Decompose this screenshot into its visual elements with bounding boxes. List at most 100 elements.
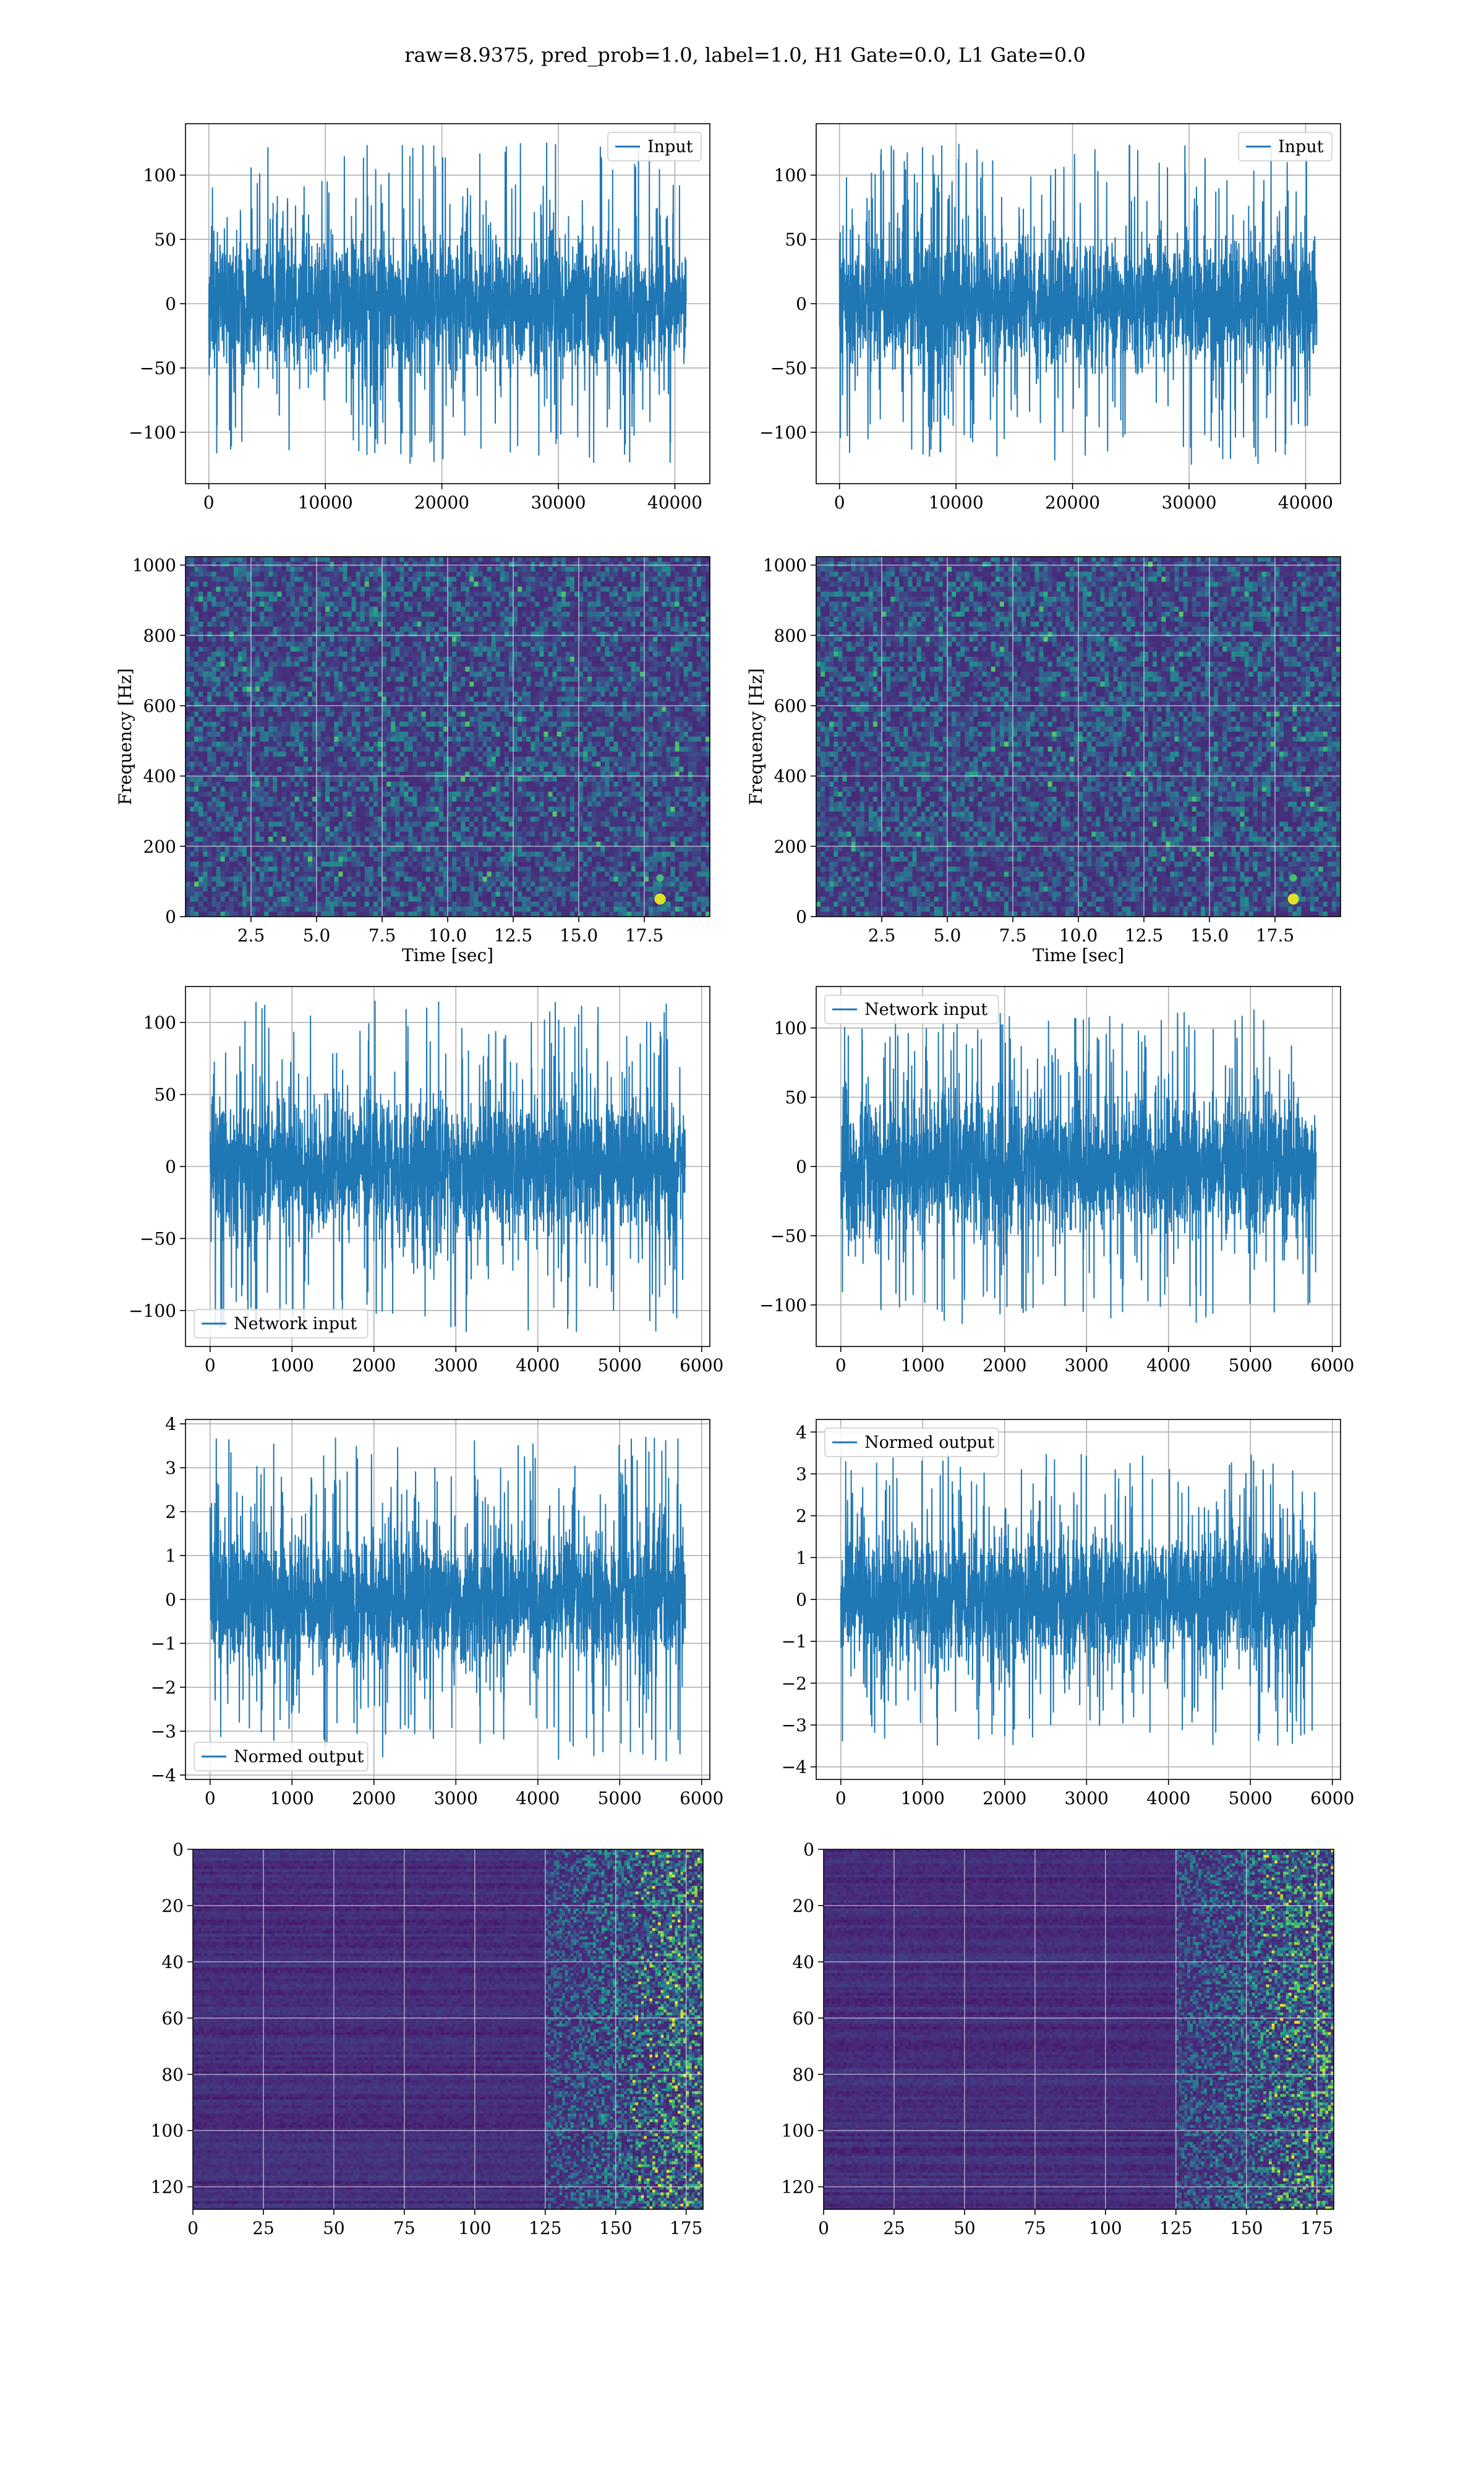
heatmap-cell — [570, 592, 575, 597]
heatmap-cell — [553, 662, 558, 667]
heatmap-cell — [251, 627, 256, 632]
heatmap-cell — [229, 747, 234, 752]
heatmap-cell — [518, 727, 522, 732]
heatmap-cell — [627, 587, 632, 593]
heatmap-cell — [216, 602, 221, 607]
heatmap-cell — [693, 701, 697, 707]
heatmap-cell — [321, 557, 326, 562]
heatmap-cell — [670, 657, 675, 662]
heatmap-cell — [194, 592, 199, 597]
heatmap-cell — [697, 722, 702, 727]
heatmap-cell — [614, 612, 619, 617]
heatmap-cell — [198, 742, 203, 747]
heatmap-cell — [391, 581, 396, 587]
heatmap-cell — [295, 756, 300, 762]
heatmap-cell — [596, 677, 601, 682]
heatmap-cell — [317, 691, 322, 697]
heatmap-cell — [531, 737, 535, 742]
heatmap-cell — [653, 751, 658, 757]
heatmap-cell — [330, 682, 335, 687]
heatmap-cell — [386, 742, 391, 747]
heatmap-cell — [334, 727, 339, 732]
heatmap-cell — [234, 612, 239, 617]
heatmap-cell — [207, 576, 212, 582]
heatmap-cell — [255, 581, 260, 587]
heatmap-cell — [483, 747, 488, 752]
heatmap-cell — [412, 672, 417, 677]
heatmap-cell — [627, 557, 632, 562]
y-tick-label: 50 — [785, 229, 807, 250]
heatmap-cell — [268, 647, 273, 653]
heatmap-cell — [553, 747, 558, 752]
heatmap-cell — [369, 562, 374, 567]
heatmap-cell — [190, 691, 195, 697]
heatmap-cell — [680, 696, 684, 702]
heatmap-cell — [304, 562, 309, 567]
heatmap-cell — [347, 602, 352, 607]
heatmap-cell — [469, 672, 474, 677]
heatmap-cell — [268, 612, 273, 617]
heatmap-cell — [513, 562, 518, 567]
heatmap-cell — [666, 672, 671, 677]
heatmap-cell — [539, 636, 544, 642]
heatmap-cell — [439, 662, 444, 667]
heatmap-cell — [662, 696, 667, 702]
heatmap-cell — [186, 581, 190, 587]
heatmap-cell — [395, 742, 400, 747]
heatmap-cell — [623, 657, 628, 662]
heatmap-cell — [430, 607, 435, 612]
heatmap-cell — [561, 647, 566, 653]
heatmap-cell — [325, 557, 330, 562]
heatmap-cell — [693, 662, 697, 667]
heatmap-cell — [404, 677, 409, 682]
heatmap-cell — [264, 627, 269, 632]
heatmap-cell — [649, 636, 654, 642]
heatmap-cell — [373, 737, 378, 742]
heatmap-cell — [587, 672, 592, 677]
heatmap-cell — [242, 691, 247, 697]
heatmap-cell — [369, 627, 374, 632]
heatmap-cell — [605, 707, 610, 713]
heatmap-cell — [404, 742, 409, 747]
heatmap-cell — [299, 652, 304, 657]
heatmap-cell — [234, 617, 239, 622]
heatmap-cell — [505, 641, 510, 647]
heatmap-cell — [701, 742, 706, 747]
heatmap-cell — [422, 571, 427, 577]
heatmap-cell — [352, 751, 357, 757]
heatmap-cell — [649, 587, 654, 593]
heatmap-cell — [194, 687, 199, 692]
heatmap-cell — [596, 672, 601, 677]
heatmap-cell — [644, 562, 649, 567]
heatmap-cell — [505, 756, 510, 762]
heatmap-cell — [229, 607, 234, 612]
heatmap-cell — [399, 576, 404, 582]
heatmap-cell — [299, 682, 304, 687]
heatmap-cell — [662, 647, 667, 653]
heatmap-cell — [412, 631, 417, 637]
heatmap-cell — [469, 576, 474, 582]
heatmap-cell — [422, 696, 427, 702]
heatmap-cell — [662, 682, 667, 687]
heatmap-cell — [522, 701, 527, 707]
heatmap-cell — [636, 722, 641, 727]
heatmap-cell — [229, 571, 234, 577]
heatmap-cell — [561, 732, 566, 737]
heatmap-cell — [308, 717, 313, 722]
heatmap-cell — [474, 587, 479, 593]
heatmap-cell — [229, 612, 234, 617]
heatmap-cell — [203, 627, 208, 632]
heatmap-cell — [448, 712, 453, 717]
heatmap-cell — [386, 581, 391, 587]
heatmap-cell — [308, 636, 313, 642]
heatmap-cell — [474, 667, 479, 672]
heatmap-cell — [203, 687, 208, 692]
heatmap-cell — [382, 636, 387, 642]
heatmap-cell — [330, 592, 335, 597]
heatmap-cell — [456, 672, 461, 677]
heatmap-cell — [539, 687, 544, 692]
heatmap-cell — [334, 622, 339, 627]
heatmap-cell — [325, 712, 330, 717]
heatmap-cell — [260, 751, 265, 757]
heatmap-cell — [522, 602, 527, 607]
